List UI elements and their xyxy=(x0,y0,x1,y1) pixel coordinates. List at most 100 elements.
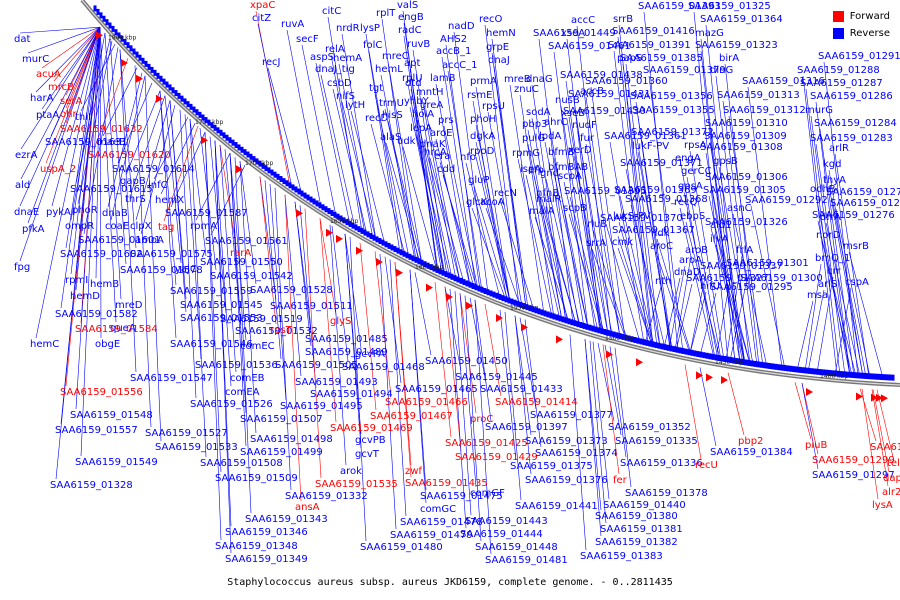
leader-line xyxy=(403,35,439,272)
gene-label: SAA6159_01441 xyxy=(515,501,598,512)
gene-label: malR xyxy=(536,194,562,205)
leader-line xyxy=(102,67,138,137)
reverse-feature-mark xyxy=(468,281,472,288)
leader-line xyxy=(585,96,621,338)
gene-label: asnC xyxy=(727,203,752,214)
leader-line xyxy=(20,27,101,150)
gene-label: SAA6159_01578 xyxy=(120,265,203,276)
gene-label: SAA6159_01368 xyxy=(625,194,708,205)
reverse-feature-mark xyxy=(369,233,373,240)
leader-line xyxy=(602,344,620,475)
gene-label: ptaA xyxy=(36,110,59,121)
reverse-feature-mark xyxy=(357,226,361,233)
leader-line xyxy=(527,143,563,321)
reverse-feature-mark xyxy=(519,301,523,308)
leader-line xyxy=(519,317,537,410)
reverse-feature-mark xyxy=(627,335,631,342)
gene-label: comGF xyxy=(470,488,505,499)
reverse-feature-mark xyxy=(639,338,643,345)
leader-line xyxy=(267,67,303,195)
reverse-feature-mark xyxy=(237,144,241,151)
gene-label: dnaJ_tig xyxy=(315,64,355,75)
leader-line xyxy=(229,153,247,414)
gene-label: uspA_2 xyxy=(40,164,76,175)
gene-label: SAA6159_01383 xyxy=(580,551,663,562)
axis-ticks: 1800 kbp 1750 kbp 1700 kbp 1650 kbp 1600 kbp… xyxy=(108,34,848,380)
gene-label: acoA xyxy=(480,197,505,208)
leader-line xyxy=(823,61,859,377)
gene-label: recO xyxy=(479,14,503,25)
gene-label: aspS xyxy=(310,52,334,63)
gene-label: SAA6159_01561 xyxy=(205,236,288,247)
leader-line xyxy=(319,218,337,423)
leader-line xyxy=(531,117,567,322)
gene-label: fur xyxy=(580,133,595,144)
gene-label: alr2 xyxy=(882,487,900,498)
reverse-feature-mark xyxy=(246,151,250,158)
reverse-feature-mark xyxy=(222,132,226,139)
leader-line xyxy=(475,86,511,302)
reverse-feature-mark xyxy=(333,211,337,218)
leader-line xyxy=(234,157,252,514)
reverse-feature-mark xyxy=(372,234,376,241)
reverse-feature-mark xyxy=(177,92,181,99)
reverse-feature-mark xyxy=(666,344,670,351)
gene-label: udk xyxy=(397,136,416,147)
gene-label: efp xyxy=(528,165,544,176)
leader-line xyxy=(319,218,337,316)
gene-label: arlR xyxy=(829,143,849,154)
gene-label: pbp3 xyxy=(522,119,547,130)
leader-line xyxy=(219,144,237,373)
gene-label: accC xyxy=(571,15,595,26)
gene-label: hemA xyxy=(333,53,362,64)
reverse-feature-mark xyxy=(891,374,895,381)
leader-line xyxy=(410,88,446,275)
gene-label: yhbY xyxy=(404,96,430,107)
gene-label: SAA6159_01376 xyxy=(525,475,608,486)
leader-line xyxy=(284,194,302,502)
gene-label: rluB xyxy=(587,219,607,230)
gene-label: clpX xyxy=(130,221,152,232)
leader-line xyxy=(871,389,889,487)
forward-feature-mark xyxy=(156,94,163,103)
forward-feature-mark xyxy=(136,74,143,83)
leader-line xyxy=(344,233,362,449)
gene-label: holA xyxy=(412,109,434,120)
gene-label: SAA6159_01414 xyxy=(495,397,578,408)
leader-line xyxy=(425,110,461,282)
leader-line xyxy=(304,208,322,479)
gene-label: SAA6159_01278 xyxy=(826,187,900,198)
gene-label: cmk xyxy=(612,237,633,248)
reverse-feature-mark xyxy=(273,171,277,178)
reverse-feature-mark xyxy=(612,331,616,338)
leader-line xyxy=(715,230,751,365)
gene-label: comEC xyxy=(240,341,275,352)
leader-line xyxy=(625,63,661,348)
gene-label: SAA6159_01310 xyxy=(705,118,788,129)
legend-label-reverse: Reverse xyxy=(849,28,890,39)
reverse-feature-mark xyxy=(624,334,628,341)
reverse-feature-mark xyxy=(735,358,739,365)
leader-line xyxy=(541,204,577,325)
forward-feature-mark xyxy=(721,376,728,385)
reverse-feature-mark xyxy=(225,134,229,141)
leader-line xyxy=(630,204,666,349)
axis-tick-label: 1700 kbp xyxy=(245,160,273,167)
leader-line xyxy=(429,157,465,284)
gene-label: dnaG xyxy=(526,74,553,85)
reverse-feature-mark xyxy=(318,202,322,209)
gene-label: SAA6159_01499 xyxy=(240,447,323,458)
leader-line xyxy=(801,383,819,470)
reverse-feature-mark xyxy=(339,215,343,222)
gene-label: malA xyxy=(529,206,555,217)
reverse-feature-mark xyxy=(432,265,436,272)
gene-label: SAA6159_01287 xyxy=(800,78,883,89)
feature-marks xyxy=(93,5,895,403)
leader-line xyxy=(473,185,509,302)
gene-label: relA xyxy=(325,44,345,55)
reverse-feature-mark xyxy=(585,323,589,330)
leader-line xyxy=(553,157,589,329)
leader-line xyxy=(387,61,423,264)
reverse-feature-mark xyxy=(834,370,838,377)
